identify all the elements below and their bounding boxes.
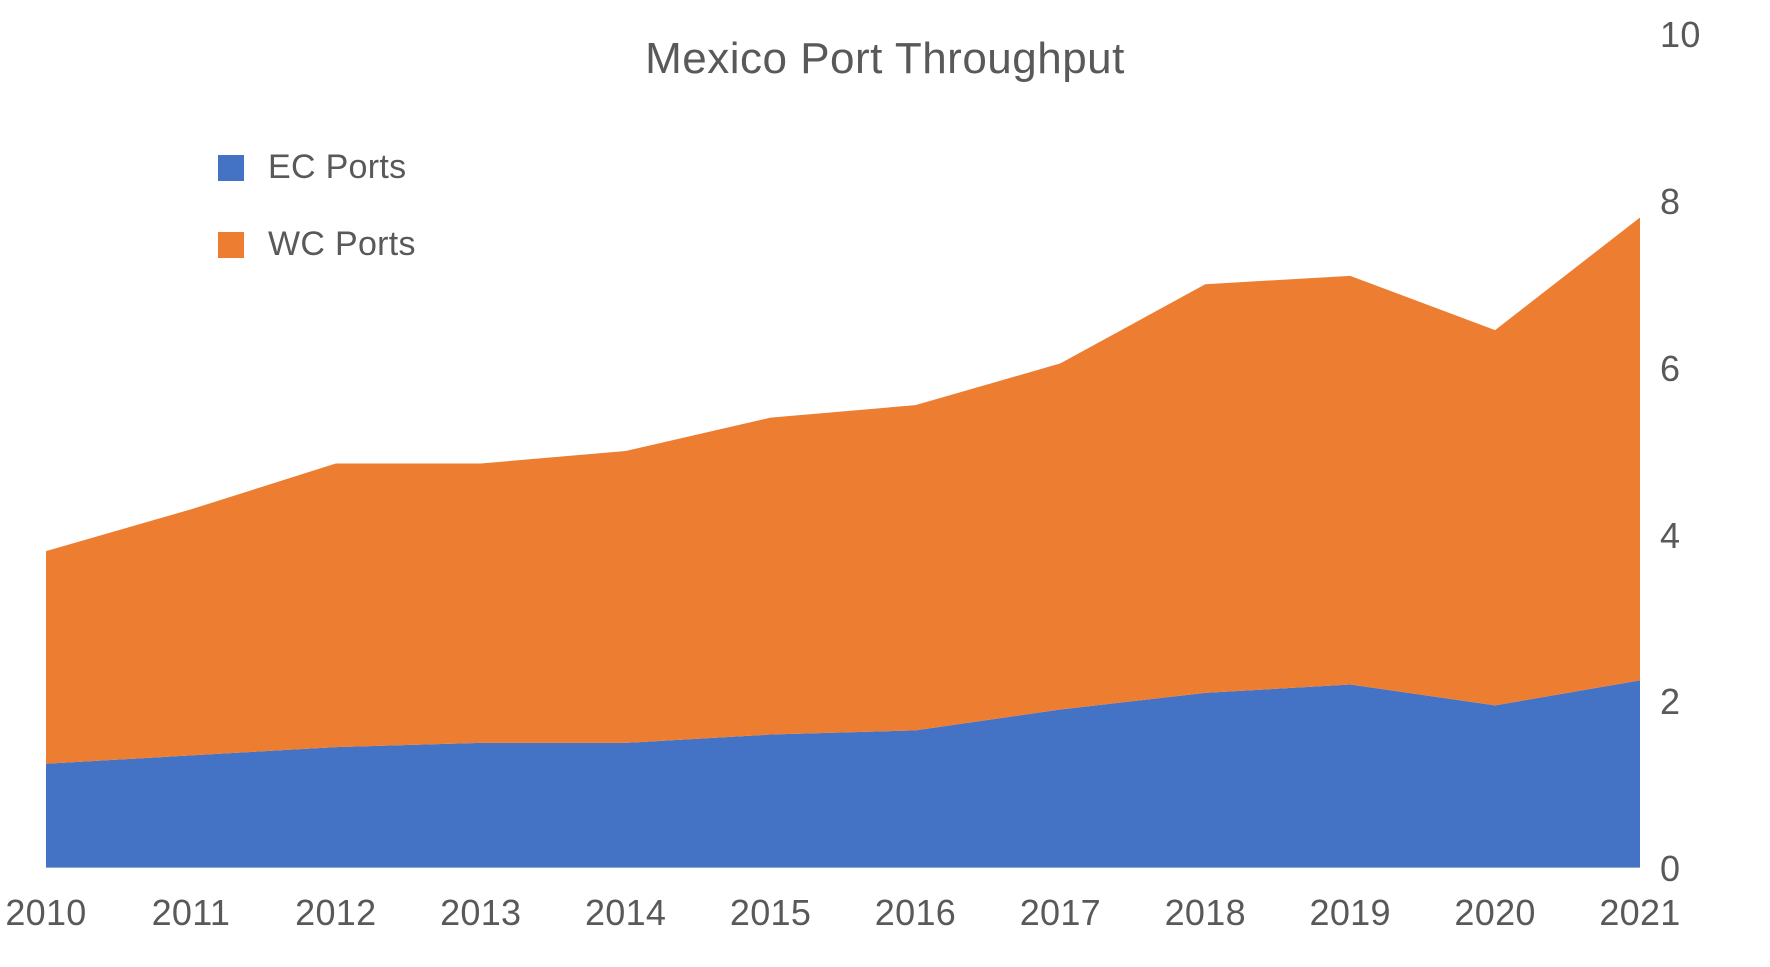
x-axis-tick-label: 2017 [1010,892,1110,934]
y-axis-tick-label: 0 [1660,848,1720,890]
y-axis-title: TEU in Millions [1764,38,1770,438]
x-axis-tick-label: 2020 [1445,892,1545,934]
x-axis-tick-label: 2010 [0,892,96,934]
legend-item: WC Ports [218,225,416,264]
x-axis-tick-label: 2013 [431,892,531,934]
x-axis-tick-label: 2014 [576,892,676,934]
y-axis-tick-label: 2 [1660,681,1720,723]
y-axis-tick-label: 8 [1660,181,1720,223]
x-axis-tick-label: 2019 [1300,892,1400,934]
x-axis-tick-label: 2018 [1155,892,1255,934]
chart-container: Mexico Port Throughput EC PortsWC Ports … [0,0,1770,967]
x-axis-tick-label: 2016 [865,892,965,934]
legend-swatch [218,232,244,258]
legend-item: EC Ports [218,148,416,187]
x-axis-tick-label: 2015 [721,892,821,934]
legend-label: WC Ports [268,225,416,264]
legend-label: EC Ports [268,148,406,187]
x-axis-tick-label: 2011 [141,892,241,934]
y-axis-tick-label: 6 [1660,348,1720,390]
legend-swatch [218,155,244,181]
y-axis-tick-label: 10 [1660,14,1720,56]
y-axis-tick-label: 4 [1660,515,1720,557]
x-axis-tick-label: 2021 [1590,892,1690,934]
chart-legend: EC Ports WC Ports [218,148,416,302]
x-axis-tick-label: 2012 [286,892,386,934]
